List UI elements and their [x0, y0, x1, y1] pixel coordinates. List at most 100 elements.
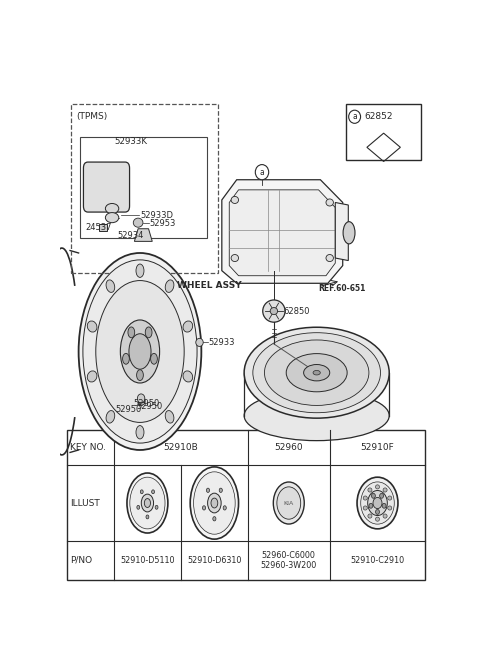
- Ellipse shape: [219, 488, 222, 493]
- Ellipse shape: [139, 397, 145, 405]
- Ellipse shape: [145, 327, 152, 338]
- Ellipse shape: [183, 321, 192, 332]
- Ellipse shape: [87, 371, 97, 382]
- Ellipse shape: [213, 517, 216, 521]
- Polygon shape: [134, 229, 152, 241]
- Ellipse shape: [372, 493, 375, 499]
- Ellipse shape: [369, 503, 373, 508]
- Bar: [347, 104, 421, 159]
- Ellipse shape: [263, 300, 285, 322]
- Ellipse shape: [273, 482, 304, 524]
- Text: 52934: 52934: [118, 231, 144, 240]
- Text: 52933: 52933: [209, 338, 235, 347]
- Ellipse shape: [375, 517, 380, 522]
- Text: 52933K: 52933K: [114, 137, 147, 146]
- Ellipse shape: [79, 253, 202, 450]
- Text: 52910F: 52910F: [360, 443, 395, 452]
- Ellipse shape: [151, 354, 157, 364]
- Ellipse shape: [106, 203, 119, 214]
- Text: REF.60-651: REF.60-651: [319, 284, 366, 293]
- Text: 52950: 52950: [133, 398, 159, 407]
- Ellipse shape: [255, 165, 269, 180]
- Ellipse shape: [326, 255, 334, 262]
- Ellipse shape: [373, 497, 382, 508]
- Ellipse shape: [313, 371, 320, 375]
- Ellipse shape: [144, 499, 151, 508]
- Ellipse shape: [137, 394, 145, 403]
- Ellipse shape: [106, 280, 115, 293]
- Ellipse shape: [368, 488, 372, 492]
- Ellipse shape: [165, 280, 174, 293]
- Ellipse shape: [383, 488, 387, 492]
- Text: 52953: 52953: [149, 219, 176, 228]
- Ellipse shape: [120, 320, 160, 383]
- Ellipse shape: [106, 213, 119, 222]
- Ellipse shape: [137, 505, 140, 509]
- Text: KIA: KIA: [284, 501, 294, 506]
- Text: 62852: 62852: [364, 112, 393, 121]
- Ellipse shape: [326, 199, 334, 206]
- Ellipse shape: [106, 411, 115, 423]
- Polygon shape: [335, 203, 348, 260]
- Ellipse shape: [388, 506, 392, 510]
- Ellipse shape: [133, 218, 143, 227]
- Text: 52933D: 52933D: [140, 211, 173, 220]
- Ellipse shape: [375, 510, 380, 514]
- Ellipse shape: [343, 222, 355, 244]
- Bar: [67, 430, 425, 580]
- Ellipse shape: [270, 308, 277, 315]
- Ellipse shape: [137, 370, 144, 380]
- Text: a: a: [352, 112, 357, 121]
- Ellipse shape: [231, 196, 239, 203]
- Ellipse shape: [363, 506, 367, 510]
- Ellipse shape: [357, 477, 398, 529]
- Polygon shape: [222, 180, 343, 283]
- Bar: [71, 104, 218, 273]
- Ellipse shape: [146, 515, 149, 519]
- FancyBboxPatch shape: [84, 162, 130, 212]
- Ellipse shape: [264, 340, 369, 405]
- Text: 62850: 62850: [283, 306, 310, 316]
- Ellipse shape: [211, 498, 218, 508]
- Ellipse shape: [87, 321, 97, 332]
- Ellipse shape: [368, 514, 372, 518]
- Text: 52960: 52960: [275, 443, 303, 452]
- Text: KEY NO.: KEY NO.: [70, 443, 106, 452]
- Text: (TPMS): (TPMS): [77, 112, 108, 121]
- Ellipse shape: [383, 514, 387, 518]
- Text: a: a: [260, 168, 264, 176]
- Text: 52910B: 52910B: [164, 443, 198, 452]
- Ellipse shape: [127, 473, 168, 533]
- Ellipse shape: [375, 485, 380, 489]
- Text: 52910-C2910: 52910-C2910: [350, 556, 405, 565]
- Ellipse shape: [140, 490, 143, 494]
- Ellipse shape: [253, 333, 381, 413]
- Ellipse shape: [277, 487, 300, 519]
- Ellipse shape: [206, 488, 210, 493]
- Text: 52950: 52950: [116, 405, 142, 414]
- Polygon shape: [229, 190, 335, 276]
- Ellipse shape: [141, 494, 154, 512]
- Ellipse shape: [223, 506, 226, 510]
- Ellipse shape: [83, 260, 197, 443]
- Ellipse shape: [96, 281, 184, 422]
- Ellipse shape: [361, 482, 394, 524]
- Ellipse shape: [203, 506, 205, 510]
- Ellipse shape: [190, 467, 239, 539]
- Ellipse shape: [128, 327, 135, 338]
- Ellipse shape: [193, 472, 235, 534]
- Ellipse shape: [368, 491, 387, 516]
- Ellipse shape: [130, 477, 165, 529]
- Text: 52910-D5110: 52910-D5110: [120, 556, 175, 565]
- Ellipse shape: [152, 490, 155, 494]
- Text: 52960-C6000
52960-3W200: 52960-C6000 52960-3W200: [261, 550, 317, 570]
- Text: WHEEL ASSY: WHEEL ASSY: [177, 281, 242, 291]
- Ellipse shape: [208, 493, 221, 513]
- Text: 52910-D6310: 52910-D6310: [187, 556, 241, 565]
- Ellipse shape: [165, 411, 174, 423]
- Ellipse shape: [122, 354, 129, 364]
- Text: ILLUST: ILLUST: [70, 499, 99, 508]
- Ellipse shape: [244, 390, 389, 441]
- Ellipse shape: [286, 354, 347, 392]
- Ellipse shape: [363, 496, 367, 500]
